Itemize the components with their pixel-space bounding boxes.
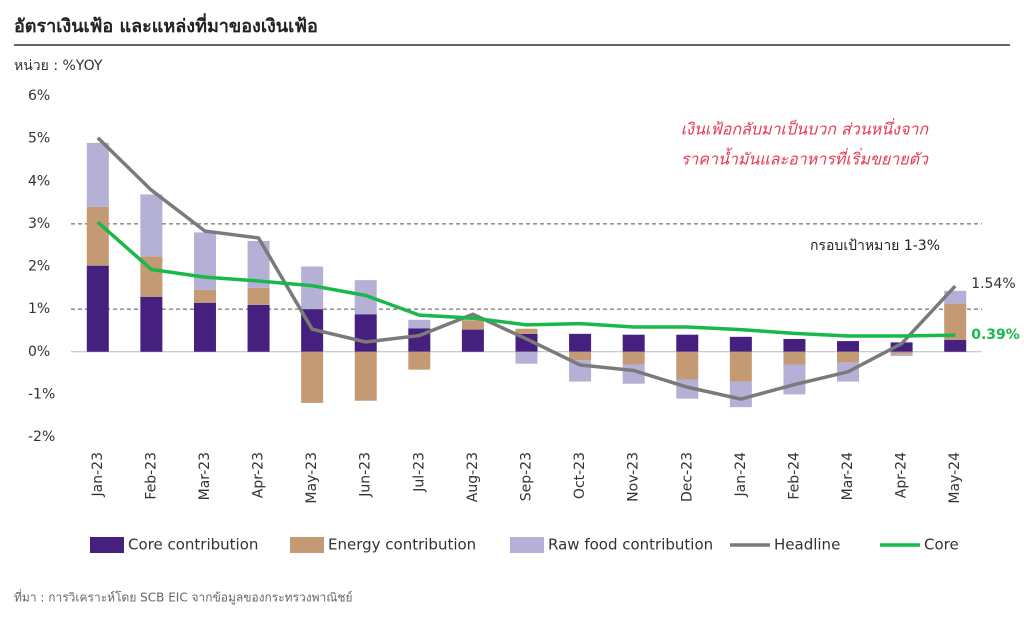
bar-segment [676, 334, 699, 352]
bar-segment [783, 338, 806, 352]
bar-segment [86, 142, 109, 207]
bar-segment [729, 336, 752, 352]
bar-segment [301, 351, 324, 403]
y-tick-label: 6% [28, 88, 50, 104]
legend-label: Energy contribution [328, 536, 476, 554]
bar-segment [890, 351, 913, 354]
bar-segment [944, 303, 967, 340]
bar-segment [783, 364, 806, 395]
x-tick-label: Jan-23 [90, 452, 106, 497]
bar-segment [837, 341, 860, 352]
bar-segment [354, 314, 377, 352]
x-tick-label: Apr-24 [894, 452, 910, 498]
x-tick-label: Oct-23 [572, 452, 588, 499]
bar-segment [247, 304, 270, 352]
x-tick-label: Sep-23 [519, 452, 535, 501]
bar-segment [408, 351, 431, 370]
y-tick-label: 1% [28, 301, 50, 317]
value-label: 1.54% [971, 276, 1015, 292]
legend-label: Core contribution [128, 536, 258, 554]
bar-segment [515, 328, 538, 334]
legend-swatch [290, 537, 324, 553]
x-tick-label: Mar-24 [840, 452, 856, 500]
annotation: เงินเฟ้อกลับมาเป็นบวก ส่วนหนึ่งจาก [681, 118, 930, 139]
annotation: ราคาน้ำมันและอาหารที่เริ่มขยายตัว [681, 148, 929, 169]
bar-segment [837, 351, 860, 363]
unit-label: หน่วย : %YOY [14, 58, 103, 74]
legend-swatch [510, 537, 544, 553]
y-tick-label: -1% [28, 386, 55, 402]
bar-segment [408, 319, 431, 329]
y-tick-label: -2% [28, 429, 55, 445]
bar-segment [354, 351, 377, 401]
x-tick-label: Jan-24 [733, 452, 749, 498]
x-tick-label: Feb-23 [143, 452, 159, 500]
x-tick-label: Nov-23 [626, 452, 642, 502]
legend-label: Raw food contribution [548, 536, 713, 554]
bar-segment [622, 334, 645, 352]
bar-segment [890, 342, 913, 352]
bar-segment [193, 232, 216, 290]
bar-segment [569, 333, 592, 352]
annotation: กรอบเป้าหมาย 1-3% [810, 238, 940, 254]
line-series [96, 220, 956, 338]
bar-segment [515, 351, 538, 364]
y-tick-label: 4% [28, 173, 50, 189]
source: ที่มา : การวิเคราะห์โดย SCB EIC จากข้อมู… [14, 589, 353, 606]
bar-segment [86, 265, 109, 352]
bar-segment [729, 351, 752, 382]
bar-segment [890, 353, 913, 357]
x-tick-label: May-24 [947, 452, 963, 504]
bar-segment [944, 339, 967, 352]
x-tick-label: Mar-23 [197, 452, 213, 500]
bar-segment [729, 381, 752, 408]
bar-segment [140, 296, 163, 352]
bar-segment [140, 194, 163, 257]
y-tick-label: 3% [28, 216, 50, 232]
legend-label: Headline [774, 536, 840, 554]
bar-segment [783, 351, 806, 365]
x-tick-label: Jul-23 [411, 452, 427, 493]
bar-segment [569, 351, 592, 361]
bar-segment [247, 240, 270, 288]
bar-segment [193, 289, 216, 303]
value-label: 0.39% [971, 327, 1020, 343]
bar-segment [676, 351, 699, 380]
bar-segment [461, 329, 484, 352]
bar-segment [193, 302, 216, 352]
y-tick-label: 0% [28, 344, 50, 360]
y-tick-label: 5% [28, 131, 50, 147]
bar-segment [247, 287, 270, 305]
legend-swatch [90, 537, 124, 553]
x-tick-label: Apr-23 [251, 452, 267, 498]
x-tick-label: Feb-24 [786, 452, 802, 500]
bar-segment [622, 351, 645, 365]
x-tick-label: Aug-23 [465, 452, 481, 502]
x-tick-label: Jun-23 [358, 452, 374, 498]
chart-title: อัตราเงินเฟ้อ และแหล่งที่มาของเงินเฟ้อ [14, 13, 318, 37]
x-tick-label: May-23 [304, 452, 320, 504]
bar-segment [301, 266, 324, 310]
bar-segment [86, 206, 109, 266]
y-tick-label: 2% [28, 259, 50, 275]
bar-segment [461, 320, 484, 330]
x-tick-label: Dec-23 [679, 452, 695, 502]
line-series [96, 136, 957, 401]
legend-label: Core [924, 536, 959, 554]
